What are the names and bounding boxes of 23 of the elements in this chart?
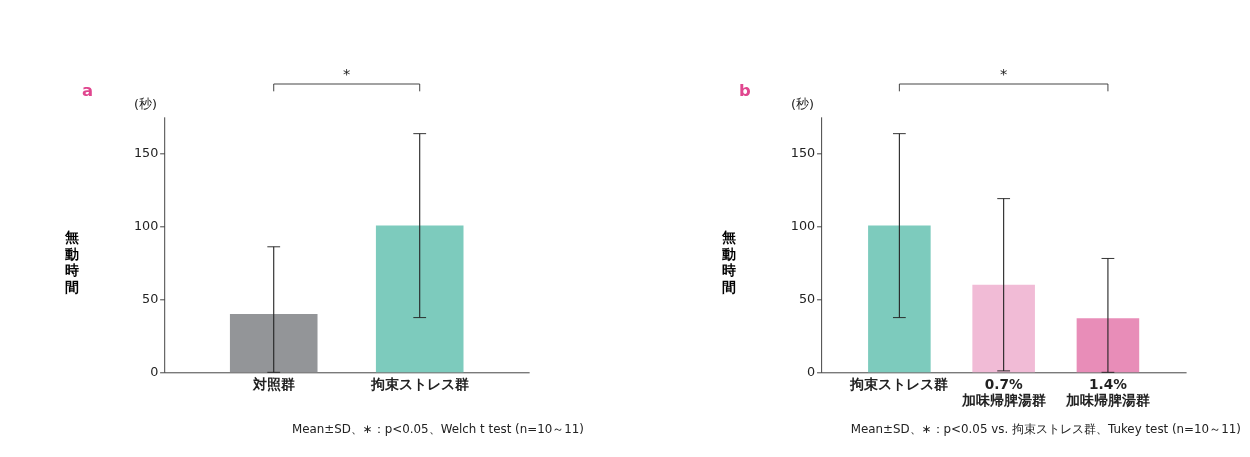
x-tick-label: 対照群: [251, 376, 295, 393]
y-axis-title: 無動時間: [720, 229, 736, 295]
y-axis-title: 無動時間: [63, 229, 79, 295]
text: b: [739, 80, 751, 100]
y-tick-label: 0: [150, 364, 159, 380]
text: Mean±SD、∗：p<0.05、Welch t test (n=10～11): [291, 421, 584, 436]
x-tick-label: 1.4% 加味帰脾湯群: [1064, 376, 1150, 408]
x-tick-label: 拘束ストレス群: [369, 376, 469, 393]
text: (秒): [790, 95, 814, 111]
y-tick-label: 0: [807, 364, 816, 380]
text: (秒): [133, 95, 157, 111]
y-tick-label: 100: [133, 218, 159, 234]
y-tick-label: 50: [798, 291, 816, 307]
y-tick-label: 150: [133, 145, 159, 161]
y-tick-label: 150: [790, 145, 816, 161]
y-tick-label: 100: [790, 218, 816, 234]
text: Mean±SD、∗：p<0.05 vs. 拘束ストレス群、Tukey test (n=10～11): [850, 421, 1241, 436]
x-tick-label: 0.7% 加味帰脾湯群: [960, 376, 1046, 408]
text: *: [343, 65, 351, 83]
text: *: [1000, 65, 1008, 83]
y-tick-label: 50: [142, 291, 159, 307]
text: a: [82, 80, 94, 100]
x-tick-label: 拘束ストレス群: [849, 376, 949, 393]
